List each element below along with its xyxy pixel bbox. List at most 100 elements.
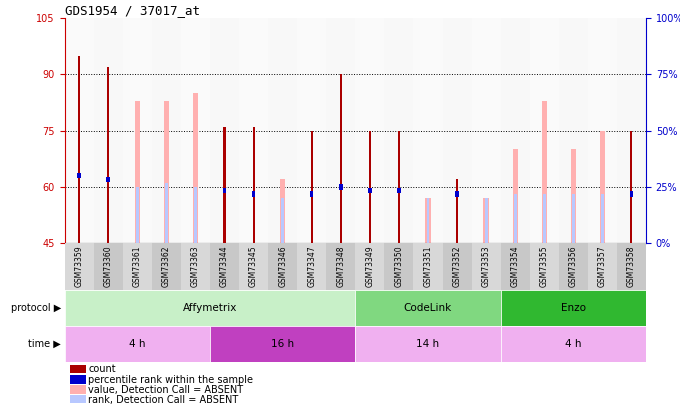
Text: GSM73357: GSM73357 [598,245,607,287]
Bar [193,93,198,243]
Bar [472,243,500,290]
Bar [252,127,254,243]
Bar [326,18,355,243]
Text: 4 h: 4 h [565,339,581,349]
Text: GSM73362: GSM73362 [162,245,171,287]
Bar [483,198,489,243]
Bar [252,192,255,197]
Text: GSM73360: GSM73360 [104,245,113,287]
Bar [456,179,458,243]
Bar [65,18,94,243]
Bar [513,194,517,243]
Bar [617,243,646,290]
Bar [136,187,139,243]
Bar [500,326,646,362]
Text: rank, Detection Call = ABSENT: rank, Detection Call = ABSENT [88,394,238,405]
Text: 16 h: 16 h [271,339,294,349]
Bar [210,18,239,243]
Bar [223,188,226,193]
Text: GSM73363: GSM73363 [191,245,200,287]
Bar [398,130,400,243]
Text: GSM73351: GSM73351 [424,245,432,287]
Text: 14 h: 14 h [416,339,439,349]
Bar [165,183,168,243]
Bar [78,173,81,178]
Text: 4 h: 4 h [129,339,146,349]
Text: count: count [88,364,116,374]
Bar [94,18,122,243]
Bar [65,326,210,362]
Bar [340,75,342,243]
Bar [571,149,576,243]
Bar [71,364,86,373]
Bar [78,56,80,243]
Text: GSM73345: GSM73345 [249,245,258,287]
Bar [122,243,152,290]
Text: Affymetrix: Affymetrix [183,303,237,313]
Bar [530,18,559,243]
Text: GSM73361: GSM73361 [133,245,141,287]
Bar [268,243,297,290]
Text: GSM73352: GSM73352 [453,245,462,287]
Bar [71,395,86,404]
Bar [630,192,633,197]
Bar [542,100,547,243]
Bar [65,290,355,326]
Text: GSM73356: GSM73356 [569,245,578,287]
Text: value, Detection Call = ABSENT: value, Detection Call = ABSENT [88,384,243,394]
Text: GSM73353: GSM73353 [481,245,490,287]
Text: GDS1954 / 37017_at: GDS1954 / 37017_at [65,4,200,17]
Text: GSM73347: GSM73347 [307,245,316,287]
Bar [107,177,110,182]
Bar [210,326,355,362]
Bar [368,188,371,193]
Bar [443,18,472,243]
Text: GSM73346: GSM73346 [278,245,287,287]
Bar [194,187,197,243]
Bar [588,18,617,243]
Bar [355,326,500,362]
Bar [413,243,443,290]
Bar [268,18,297,243]
Bar [239,243,268,290]
Bar [355,290,500,326]
Bar [181,243,210,290]
Bar [339,184,343,190]
Bar [280,179,285,243]
Bar [164,100,169,243]
Bar [485,198,488,243]
Bar [559,243,588,290]
Bar [369,130,371,243]
Bar [210,243,239,290]
Bar [297,243,326,290]
Text: Enzo: Enzo [561,303,586,313]
Bar [384,18,413,243]
Text: GSM73344: GSM73344 [220,245,229,287]
Bar [122,18,152,243]
Bar [71,385,86,394]
Text: GSM73358: GSM73358 [627,245,636,287]
Bar [310,192,313,197]
Bar [543,194,546,243]
Bar [630,130,632,243]
Bar [224,127,226,243]
Bar [559,18,588,243]
Text: GSM73359: GSM73359 [75,245,84,287]
Bar [413,18,443,243]
Bar [397,188,401,193]
Bar [94,243,122,290]
Bar [355,18,384,243]
Bar [513,149,517,243]
Bar [426,198,430,243]
Text: time ▶: time ▶ [29,339,61,349]
Bar [107,67,109,243]
Bar [152,243,181,290]
Bar [600,130,605,243]
Bar [530,243,559,290]
Bar [588,243,617,290]
Bar [443,243,472,290]
Text: CodeLink: CodeLink [404,303,452,313]
Bar [617,18,646,243]
Bar [297,18,326,243]
Bar [426,198,430,243]
